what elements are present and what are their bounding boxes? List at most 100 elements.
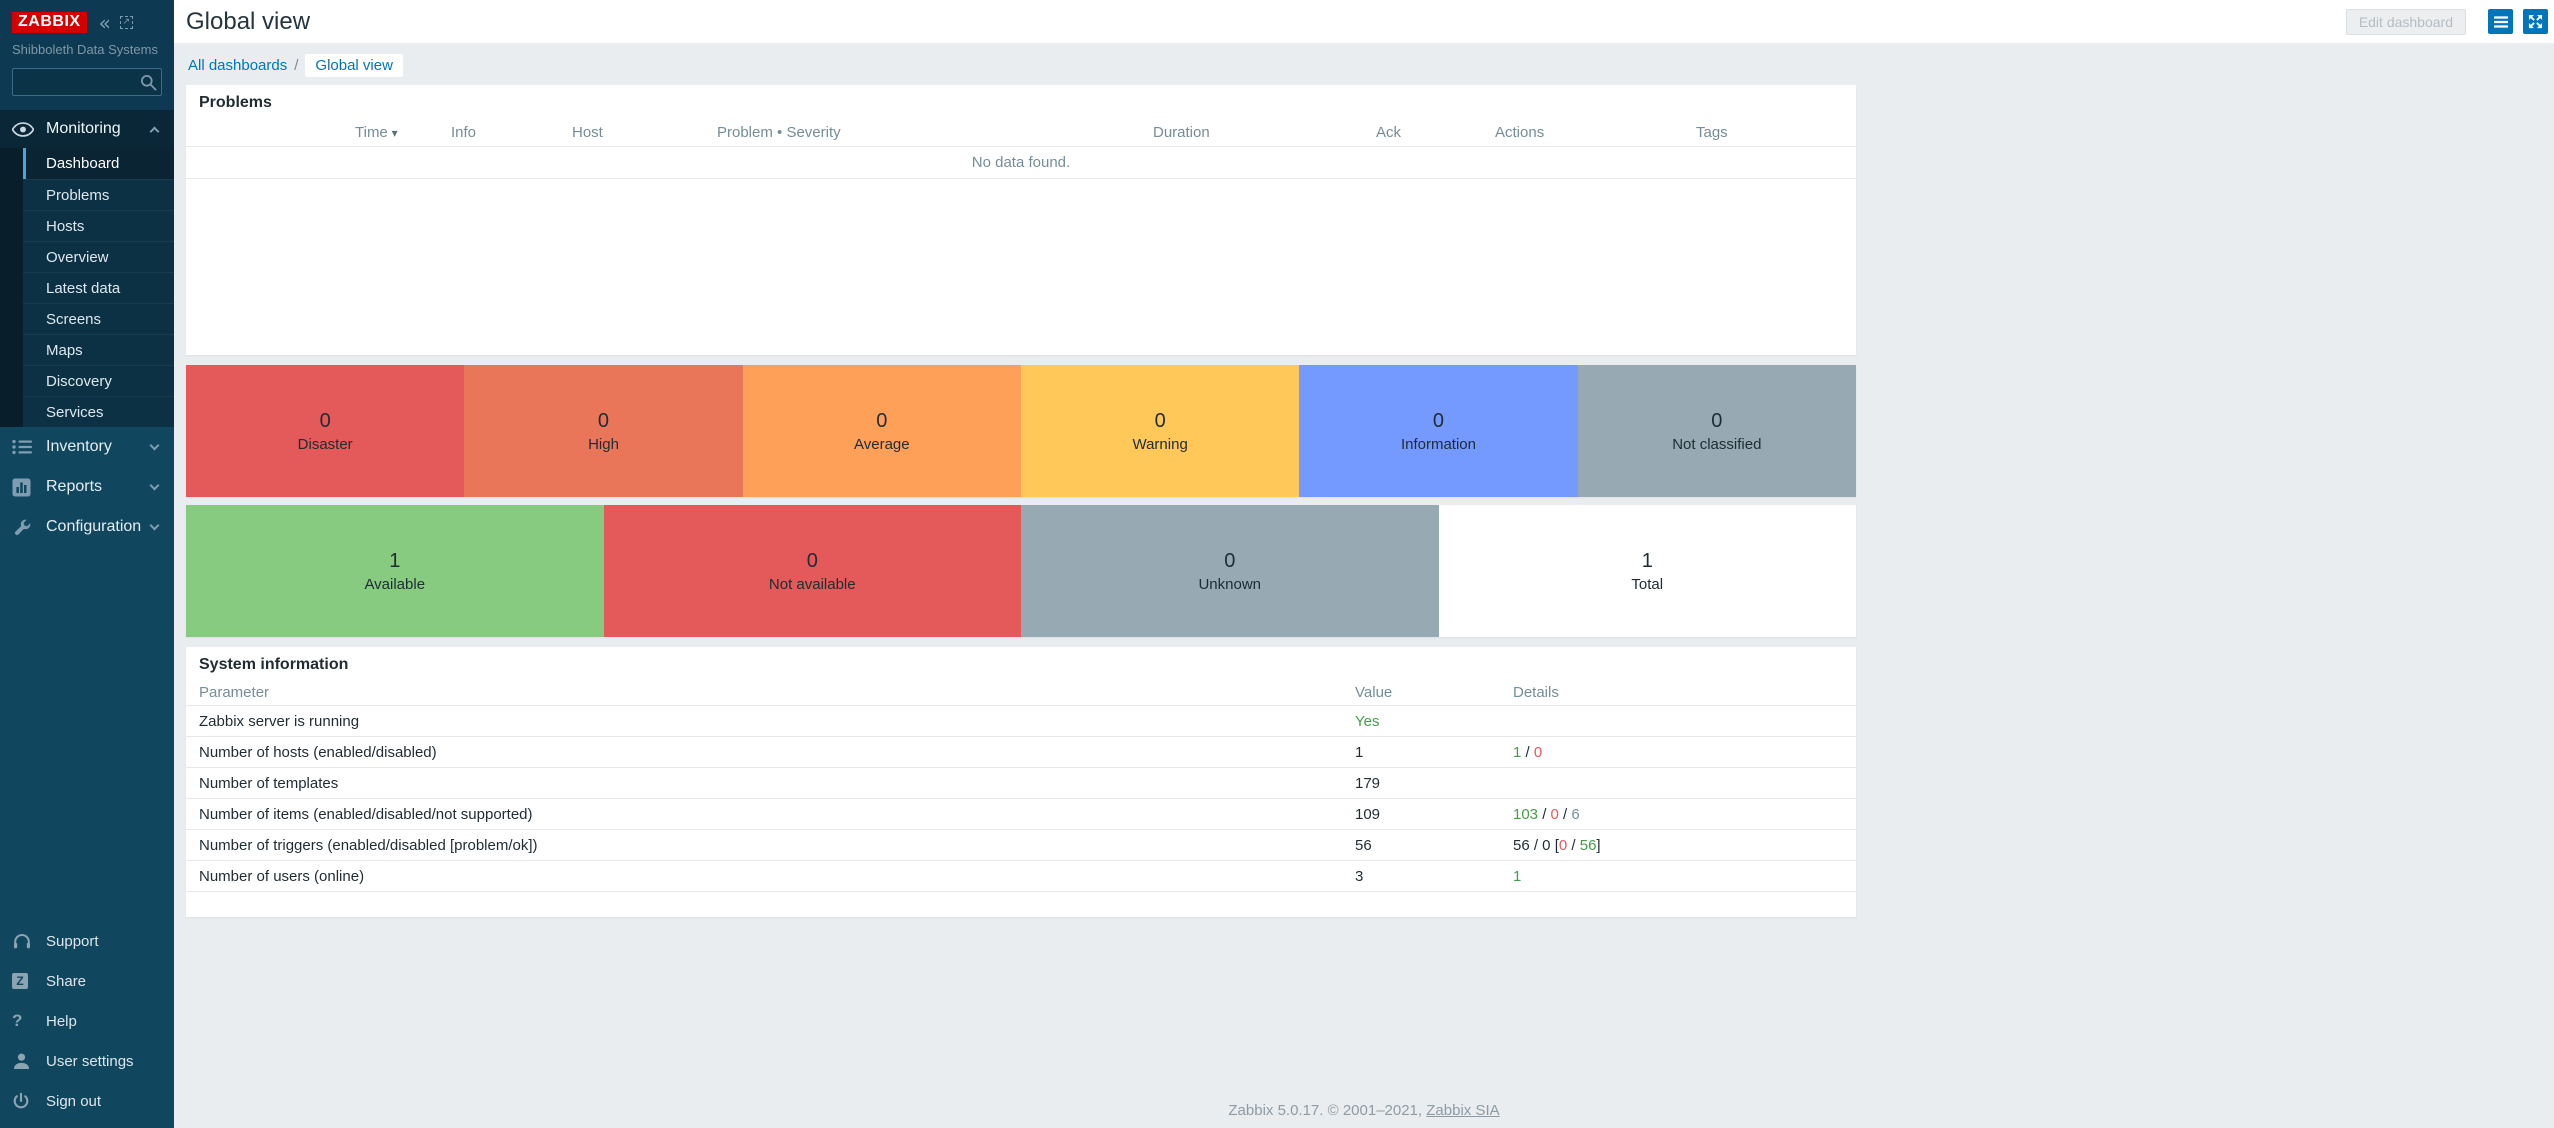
severity-block-high[interactable]: 0 High (464, 365, 743, 497)
sidebar-item-support[interactable]: Support (0, 921, 174, 961)
parameter-cell: Number of hosts (enabled/disabled) (199, 744, 437, 761)
sysinfo-row-number-of-templates: Number of templates 179 (186, 768, 1856, 799)
question-mark-icon: ? (12, 1011, 23, 1030)
sidebar-section-inventory[interactable]: Inventory (0, 427, 174, 467)
breadcrumb-link-all-dashboards[interactable]: All dashboards (188, 56, 288, 74)
severity-count: 0 (1711, 409, 1723, 432)
sidebar-item-services[interactable]: Services (23, 396, 174, 427)
sidebar-section-label: Inventory (46, 438, 112, 455)
sidebar-item-discovery[interactable]: Discovery (23, 365, 174, 396)
column-header-duration: Duration (1153, 124, 1210, 141)
detail-segment: ] (1596, 837, 1601, 854)
column-header-time: Time ▾ (355, 124, 398, 141)
detail-segment: 56 / 0 [ (1513, 837, 1559, 854)
severity-count: 0 (1432, 409, 1445, 432)
search-input[interactable] (12, 68, 162, 96)
availability-count: 0 (1224, 549, 1236, 572)
severity-block-average[interactable]: 0 Average (742, 365, 1021, 497)
detail-segment: / (1558, 806, 1572, 823)
availability-label: Available (364, 575, 426, 593)
severity-count: 0 (319, 409, 331, 432)
severity-label: Not classified (1672, 435, 1762, 453)
column-header-actions: Actions (1495, 124, 1545, 141)
eye-icon (12, 121, 46, 137)
severity-block-information[interactable]: 0 Information (1299, 365, 1578, 497)
page-header: Global view Edit dashboard (174, 0, 2554, 43)
detail-segment: 56 (1579, 837, 1597, 854)
dashboard-list-button[interactable] (2488, 9, 2513, 34)
parameter-cell: Number of users (online) (199, 868, 365, 885)
sidebar-item-label: User settings (46, 1052, 134, 1070)
availability-block-available: 1 Available (186, 505, 604, 637)
sidebar-item-dashboard[interactable]: Dashboard (23, 148, 174, 179)
sidebar-item-problems[interactable]: Problems (23, 179, 174, 210)
sort-desc-icon: ▾ (387, 126, 398, 140)
main-area: Global view Edit dashboard (174, 0, 2554, 1128)
availability-label: Unknown (1198, 575, 1262, 593)
availability-label: Total (1631, 575, 1664, 593)
chevron-down-icon (149, 520, 160, 531)
header-controls: Edit dashboard (2345, 8, 2548, 35)
sidebar-item-user-settings[interactable]: User settings (0, 1041, 174, 1081)
page-title: Global view (186, 7, 311, 35)
fullscreen-icon (2528, 14, 2543, 29)
details-cell: 1 (1513, 868, 1521, 885)
breadcrumb-current[interactable]: Global view (305, 53, 403, 77)
sidebar-section-configuration[interactable]: Configuration (0, 507, 174, 547)
parameter-cell: Number of items (enabled/disabled/not su… (199, 806, 533, 823)
sidebar-item-hosts[interactable]: Hosts (23, 210, 174, 241)
user-icon (12, 1052, 46, 1070)
sidebar-item-maps[interactable]: Maps (23, 334, 174, 365)
zabbix-logo[interactable]: ZABBIX (12, 12, 87, 33)
host-availability-widget: 1 Available 0 Not available 0 Unknown 1 Total (186, 505, 1856, 637)
detail-segment: 6 (1571, 806, 1580, 823)
sidebar-item-share[interactable]: Z Share (0, 961, 174, 1001)
severity-block-not-classified[interactable]: 0 Not classified (1577, 365, 1856, 497)
sidebar-item-screens[interactable]: Screens (23, 303, 174, 334)
logo-row: ZABBIX « ↗ (12, 12, 162, 33)
column-header-parameter: Parameter (199, 684, 270, 701)
edit-dashboard-button[interactable]: Edit dashboard (2345, 8, 2466, 35)
sidebar-section-monitoring[interactable]: Monitoring (0, 110, 174, 148)
value-cell: Yes (1355, 713, 1380, 730)
breadcrumb-separator: / (294, 56, 299, 74)
page-footer: Zabbix 5.0.17. © 2001–2021, Zabbix SIA (174, 1094, 2554, 1128)
sidebar-item-sign-out[interactable]: Sign out (0, 1081, 174, 1121)
severity-block-disaster[interactable]: 0 Disaster (186, 365, 465, 497)
breadcrumb: All dashboards / Global view (188, 53, 2542, 77)
availability-label: Not available (768, 575, 856, 593)
sidebar-item-label: Share (46, 972, 87, 990)
detail-segment: / (1538, 806, 1551, 823)
sidebar-item-latest-data[interactable]: Latest data (23, 272, 174, 303)
sidebar-item-help[interactable]: ? Help (0, 1001, 174, 1041)
detail-segment: 1 (1513, 868, 1522, 885)
detail-segment: / (1567, 837, 1580, 854)
bar-chart-icon (12, 478, 46, 497)
organization-name: Shibboleth Data Systems (12, 42, 158, 57)
availability-count: 1 (389, 549, 401, 572)
severity-label: Warning (1132, 435, 1188, 453)
severity-block-warning[interactable]: 0 Warning (1020, 365, 1300, 497)
detail-segment: 1 (1513, 744, 1522, 761)
parameter-cell: Number of triggers (enabled/disabled [pr… (199, 837, 538, 854)
sidebar-item-overview[interactable]: Overview (23, 241, 174, 272)
list-icon (12, 439, 46, 455)
power-icon (12, 1092, 46, 1110)
sidebar: ZABBIX « ↗ Shibboleth Data Systems M (0, 0, 174, 1128)
kiosk-mode-button[interactable] (2523, 9, 2548, 34)
value-cell: 179 (1355, 775, 1381, 792)
monitoring-submenu: Dashboard Problems Hosts Overview Latest dat… (0, 148, 174, 427)
sidebar-item-label: Sign out (46, 1092, 102, 1110)
sidebar-section-reports[interactable]: Reports (0, 467, 174, 507)
sysinfo-row-number-of-users-online: Number of users (online) 3 1 (186, 861, 1856, 892)
system-information-widget: System information Parameter Value Detai… (186, 647, 1856, 917)
severity-label: High (588, 435, 619, 453)
value-cell: 56 (1355, 837, 1372, 854)
collapse-sidebar-icon[interactable]: « (98, 10, 111, 35)
footer-zabbix-sia-link[interactable]: Zabbix SIA (1426, 1102, 1500, 1119)
search-icon[interactable] (140, 74, 157, 91)
column-header-ack: Ack (1376, 124, 1402, 141)
column-header-tags: Tags (1696, 124, 1728, 141)
popout-icon[interactable]: ↗ (119, 16, 133, 29)
detail-segment: 0 (1533, 744, 1543, 761)
